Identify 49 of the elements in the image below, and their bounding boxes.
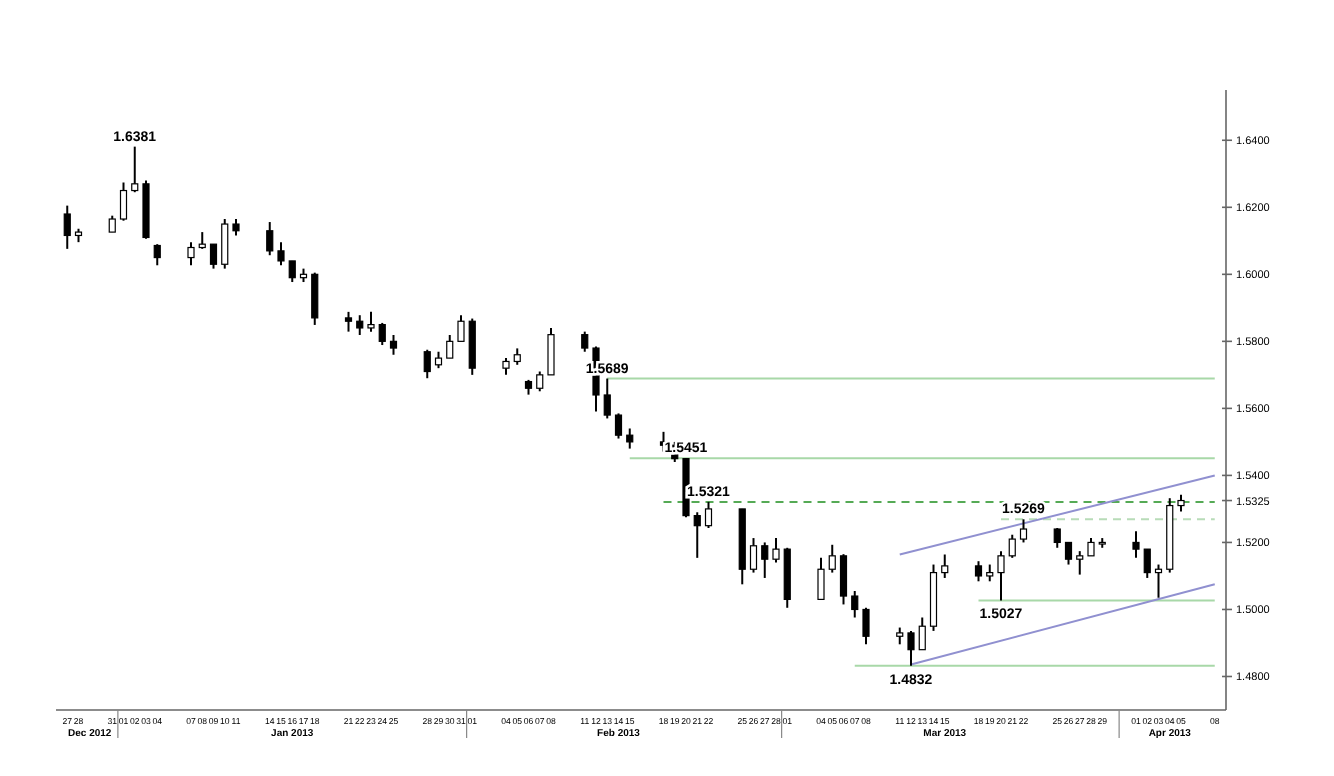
candlestick xyxy=(941,553,949,579)
candlestick xyxy=(547,326,555,376)
candlestick xyxy=(1008,533,1016,559)
candlestick xyxy=(389,333,398,356)
candlestick xyxy=(839,553,848,606)
candlestick xyxy=(614,412,623,440)
candlestick xyxy=(817,556,825,601)
candlestick xyxy=(63,204,71,250)
candlestick xyxy=(1154,563,1163,599)
candlestick xyxy=(997,550,1005,602)
candlestick xyxy=(131,145,139,194)
candlestick xyxy=(603,377,611,420)
candlestick xyxy=(378,321,386,347)
candlestick xyxy=(288,259,296,284)
candlestick xyxy=(468,317,476,376)
candlestick xyxy=(119,181,128,222)
candlestick xyxy=(974,560,983,583)
candlestick xyxy=(266,221,274,257)
candlestick xyxy=(761,541,769,579)
candlestick xyxy=(1019,518,1028,544)
candlestick xyxy=(536,370,544,393)
candlestick xyxy=(704,500,713,530)
candlestick xyxy=(221,218,229,270)
candlestick xyxy=(772,537,780,564)
candlestick xyxy=(1053,527,1061,549)
candlestick xyxy=(209,243,218,270)
candlestick xyxy=(1143,548,1151,579)
candlestick xyxy=(851,590,859,619)
candlestick xyxy=(907,629,915,667)
candlestick xyxy=(423,348,431,380)
candlestick xyxy=(581,330,589,353)
candlestick xyxy=(367,310,375,333)
candlestick xyxy=(187,241,195,267)
candlestick xyxy=(153,243,161,267)
candlestick xyxy=(693,511,701,559)
candlestick xyxy=(1132,530,1140,559)
candlestick xyxy=(1064,541,1073,566)
candlestick xyxy=(862,606,870,646)
candlestick xyxy=(311,271,319,326)
candlestick xyxy=(457,314,465,343)
candlestick xyxy=(356,314,364,336)
candlestick xyxy=(277,241,285,267)
candlestick xyxy=(446,333,454,360)
candlestick xyxy=(626,427,634,450)
candlestick xyxy=(828,543,836,574)
candlestick xyxy=(749,537,758,574)
candlestick xyxy=(918,616,926,651)
candlestick xyxy=(344,310,353,333)
candlestick xyxy=(1076,550,1084,576)
